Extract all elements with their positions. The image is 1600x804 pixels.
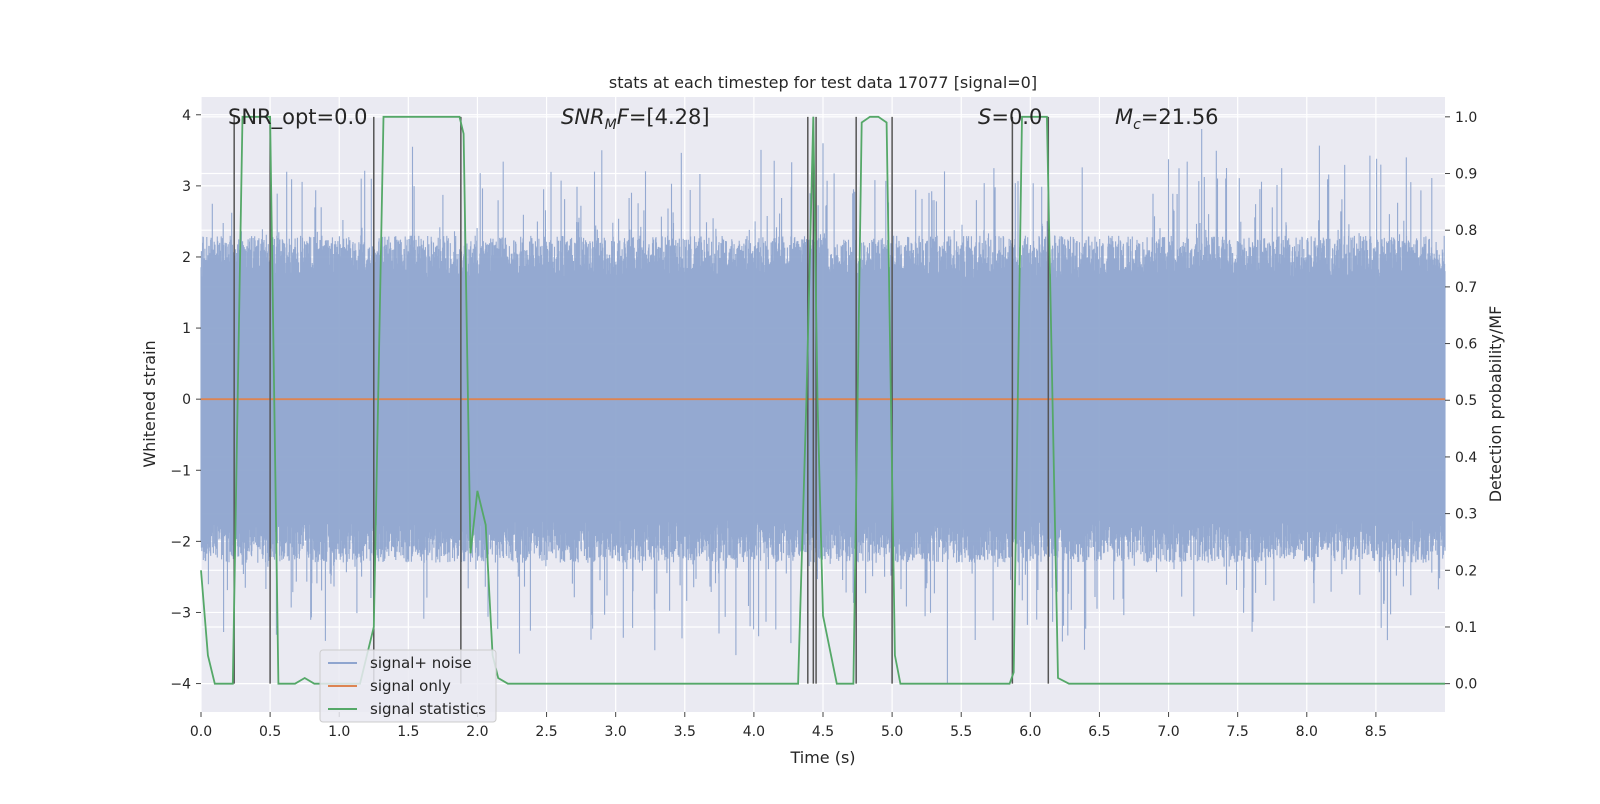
x-tick-label: 6.0 bbox=[1019, 724, 1041, 740]
y-left-tick-label: 0 bbox=[182, 392, 191, 408]
x-tick-label: 1.5 bbox=[397, 724, 419, 740]
y-left-tick-label: 4 bbox=[182, 108, 191, 124]
y-right-tick-label: 0.4 bbox=[1455, 450, 1477, 466]
y-right-tick-label: 0.3 bbox=[1455, 507, 1477, 523]
s-italic: S bbox=[978, 105, 991, 129]
snr-mf-sub: M bbox=[605, 117, 617, 133]
y-left-axis-label: Whitened strain bbox=[140, 340, 159, 467]
x-axis-ticks: 0.0 0.5 1.0 1.5 2.0 2.5 3.0 3.5 4.0 4.5 5.0 5.5 6.0 6… bbox=[190, 712, 1387, 740]
s-annotation: S=0.0 bbox=[978, 105, 1042, 129]
y-left-tick-label: −3 bbox=[170, 605, 191, 621]
y-right-tick-label: 0.8 bbox=[1455, 223, 1477, 239]
x-tick-label: 0.0 bbox=[190, 724, 212, 740]
legend-label-signal-only: signal only bbox=[370, 677, 451, 695]
s-rest: =0.0 bbox=[991, 105, 1042, 129]
mc-base: M bbox=[1115, 105, 1133, 129]
legend-box bbox=[319, 649, 497, 723]
x-tick-label: 5.0 bbox=[881, 724, 903, 740]
noise-trace bbox=[200, 129, 1446, 684]
noise-series bbox=[200, 129, 1446, 684]
x-tick-label: 3.5 bbox=[674, 724, 696, 740]
y-left-tick-label: −1 bbox=[170, 463, 191, 479]
snr-mf-annotation: SNRMF=[4.28] bbox=[561, 105, 710, 133]
x-tick-label: 2.5 bbox=[535, 724, 557, 740]
x-tick-label: 2.0 bbox=[466, 724, 488, 740]
mc-rest: =21.56 bbox=[1141, 105, 1219, 129]
x-tick-label: 0.5 bbox=[259, 724, 281, 740]
y-right-tick-label: 0.5 bbox=[1455, 393, 1477, 409]
y-right-axis-label: Detection probability/MF bbox=[1486, 306, 1505, 503]
mc-annotation: Mc=21.56 bbox=[1115, 105, 1219, 133]
legend-label-statistics: signal statistics bbox=[370, 700, 486, 718]
y-right-tick-label: 0.0 bbox=[1455, 677, 1477, 693]
y-right-tick-label: 1.0 bbox=[1455, 110, 1477, 126]
x-tick-label: 6.5 bbox=[1088, 724, 1110, 740]
snr-opt-annotation: SNR_opt=0.0 bbox=[228, 105, 368, 130]
y-right-tick-label: 0.1 bbox=[1455, 620, 1477, 636]
y-left-tick-label: −4 bbox=[170, 677, 191, 693]
y-left-tick-label: 3 bbox=[182, 179, 191, 195]
legend: signal+ noise signal only signal statist… bbox=[319, 649, 497, 723]
y-right-tick-label: 0.9 bbox=[1455, 167, 1477, 183]
x-tick-label: 5.5 bbox=[950, 724, 972, 740]
y-right-tick-label: 0.7 bbox=[1455, 280, 1477, 296]
x-tick-label: 8.5 bbox=[1365, 724, 1387, 740]
x-tick-label: 3.0 bbox=[605, 724, 627, 740]
y-left-tick-label: 1 bbox=[182, 321, 191, 337]
snr-mf-base: SNR bbox=[561, 105, 605, 129]
signal-statistics-series bbox=[200, 115, 1445, 685]
x-tick-label: 8.0 bbox=[1296, 724, 1318, 740]
snr-mf-rest: =[4.28] bbox=[629, 105, 710, 129]
y-left-axis-ticks: −4 −3 −2 −1 0 1 2 3 4 bbox=[170, 108, 201, 693]
x-tick-label: 7.0 bbox=[1157, 724, 1179, 740]
chart-title: stats at each timestep for test data 170… bbox=[609, 73, 1037, 92]
y-left-tick-label: 2 bbox=[182, 250, 191, 266]
legend-label-noise: signal+ noise bbox=[370, 654, 472, 672]
y-left-tick-label: −2 bbox=[170, 534, 191, 550]
y-right-tick-label: 0.6 bbox=[1455, 337, 1477, 353]
mc-sub: c bbox=[1133, 117, 1141, 133]
statistics-line bbox=[200, 115, 1445, 685]
y-right-axis-ticks: 0.0 0.1 0.2 0.3 0.4 0.5 0.6 0.7 0.8 0.9 1.0 bbox=[1445, 110, 1477, 693]
snr-mf-rest-f: F bbox=[617, 105, 630, 129]
x-axis-label: Time (s) bbox=[789, 748, 855, 767]
x-tick-label: 7.5 bbox=[1227, 724, 1249, 740]
x-tick-label: 1.0 bbox=[328, 724, 350, 740]
x-tick-label: 4.0 bbox=[743, 724, 765, 740]
x-tick-label: 4.5 bbox=[812, 724, 834, 740]
y-right-tick-label: 0.2 bbox=[1455, 563, 1477, 579]
